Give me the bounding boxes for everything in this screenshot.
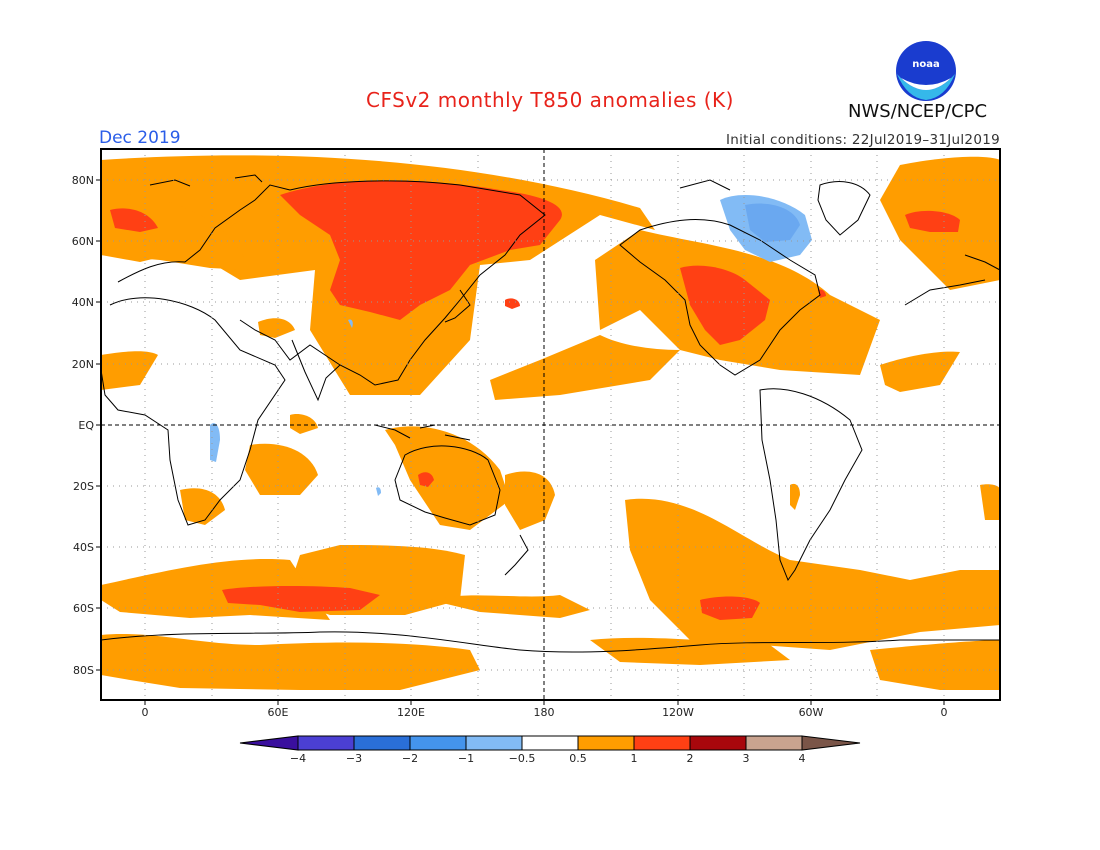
lon-label-120w: 120W [662,706,694,719]
colorbar-label: −1 [457,752,475,765]
colorbar-label: 3 [742,752,750,765]
colorbar-label: 2 [686,752,694,765]
anomaly-negative [210,195,812,496]
colorbar-segment [297,735,355,751]
lat-label-eq: EQ [78,419,94,432]
lat-label-40n: 40N [71,296,94,309]
lon-label-120e: 120E [397,706,425,719]
axis-ticks [96,179,945,705]
equator-dateline [101,149,1000,700]
colorbar-label: −0.5 [508,752,536,765]
colorbar-segment [633,735,691,751]
lon-label-180: 180 [533,706,555,719]
lat-label-60s: 60S [73,602,94,615]
colorbar-segment [577,735,635,751]
colorbar-segment [465,735,523,751]
colorbar-segment [689,735,747,751]
colorbar-label: −3 [345,752,363,765]
colorbar-label: 0.5 [569,752,587,765]
colorbar-segment [801,735,861,751]
lon-label-0: 0 [141,706,149,719]
colorbar-label: 1 [630,752,638,765]
lon-label-0-east: 0 [940,706,948,719]
colorbar-label: −4 [289,752,307,765]
agency-label: NWS/NCEP/CPC [848,101,988,122]
colorbar-segment [353,735,411,751]
initial-conditions-label: Initial conditions: 22Jul2019–31Jul2019 [725,132,1000,148]
colorbar-segment [521,735,579,751]
lon-label-60e: 60E [267,706,289,719]
coastlines [101,174,1000,653]
colorbar-segment [745,735,803,751]
colorbar-segment [239,735,299,751]
lon-label-60w: 60W [798,706,824,719]
noaa-logo: noaa [896,41,956,101]
colorbar-label: 4 [798,752,806,765]
colorbar-segment [409,735,467,751]
lat-label-80n: 80N [71,174,94,187]
lat-label-80s: 80S [73,664,94,677]
valid-month-label: Dec 2019 [99,128,181,148]
lat-label-20s: 20S [73,480,94,493]
lat-label-60n: 60N [71,235,94,248]
map-title: CFSv2 monthly T850 anomalies (K) [366,88,734,112]
anomaly-positive-strong [110,180,960,620]
lat-label-20n: 20N [71,358,94,371]
svg-text:noaa: noaa [912,59,940,70]
colorbar-label: −2 [401,752,419,765]
lat-label-40s: 40S [73,541,94,554]
